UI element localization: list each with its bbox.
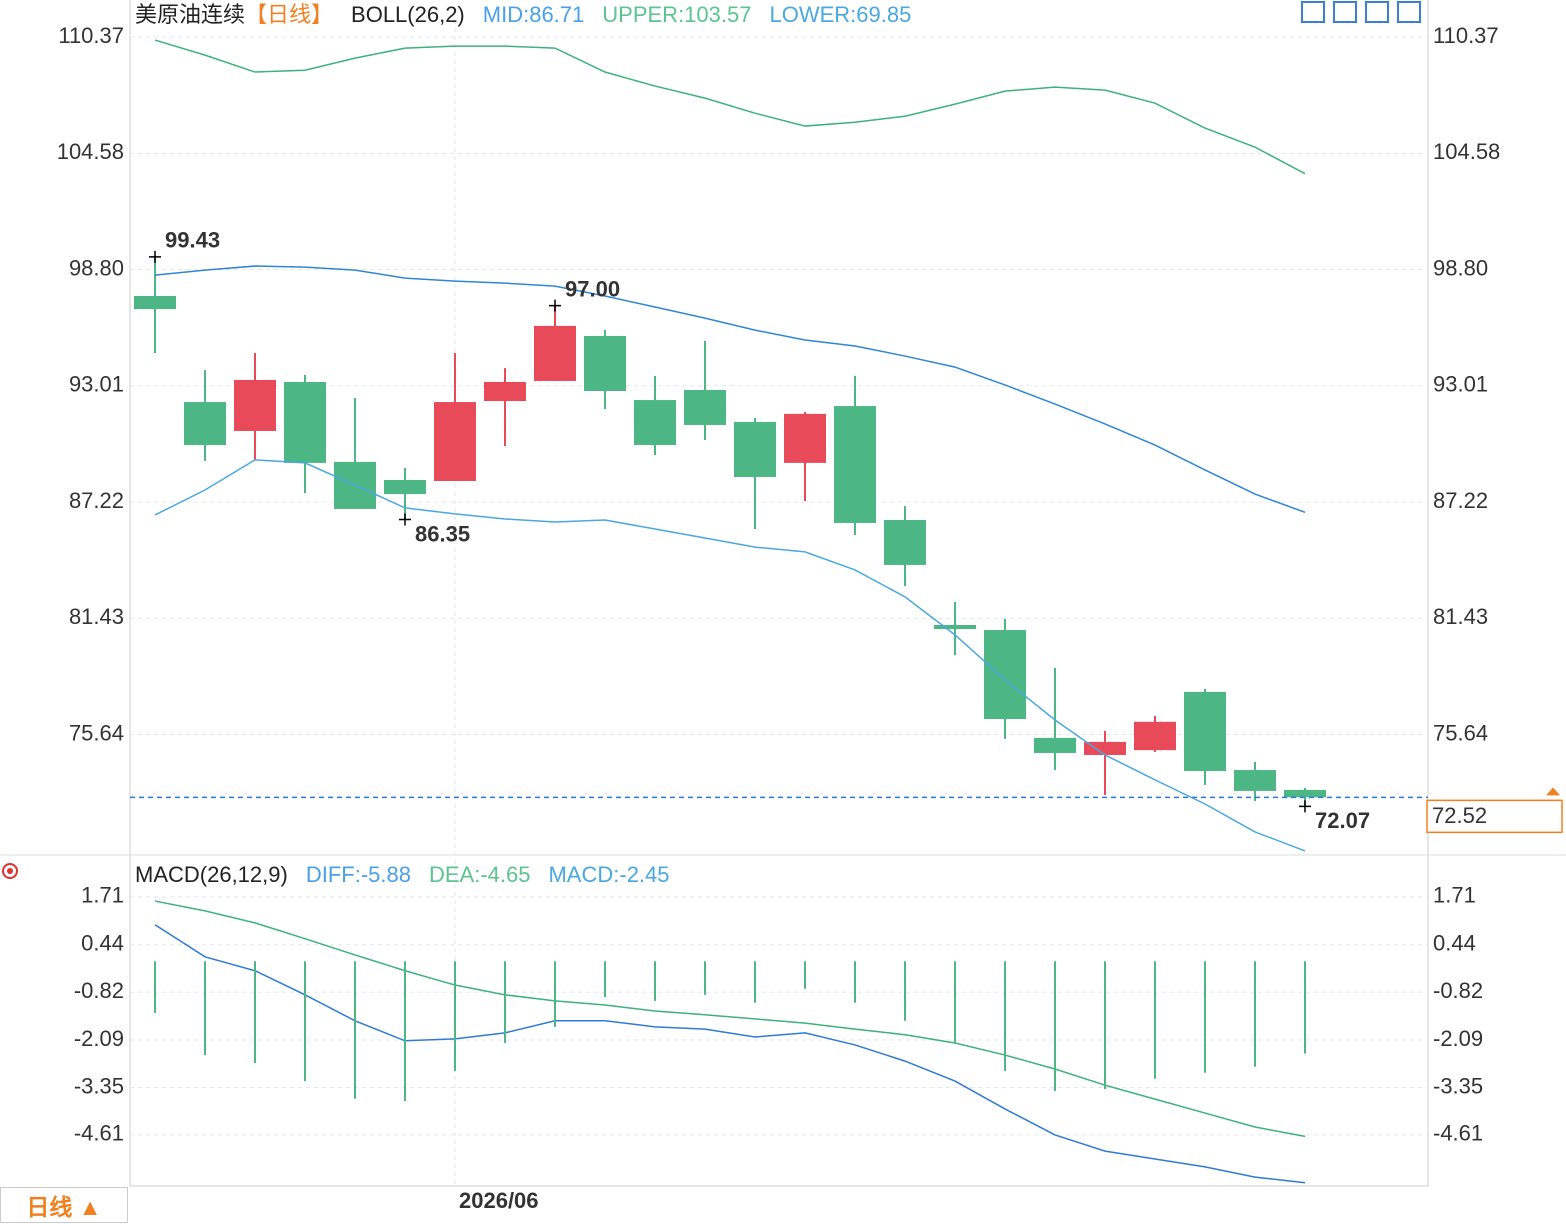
y-tick-label-right: 75.64 [1433,720,1488,745]
settings-icon-dot [7,868,13,874]
candle-body [584,335,626,391]
y-tick-label: 81.43 [69,604,124,629]
candle-body [434,402,476,481]
y-tick-label-right: -4.61 [1433,1121,1483,1146]
y-tick-label-right: 98.80 [1433,255,1488,280]
extreme-marker [149,250,161,263]
y-tick-label-right: 93.01 [1433,372,1488,397]
candle-body [234,379,276,431]
last-price-box [1426,799,1563,834]
toolbar-icons [1301,1,1421,23]
indicator: MACD(26,12,9) [135,862,288,887]
candle-body [734,421,776,477]
y-tick-label: 98.80 [69,255,124,280]
extreme-label: 99.43 [165,228,220,253]
y-tick-label-right: -3.35 [1433,1073,1483,1098]
extreme-label: 86.35 [415,521,470,546]
x-tick-label: 2026/06 [459,1188,539,1213]
period: 【日线】 [245,2,334,27]
y-tick-label: 0.44 [81,931,124,956]
legend-entry: LOWER:69.85 [769,2,912,27]
legend-entry: MID:86.71 [482,2,585,27]
candle-body [684,389,726,425]
y-tick-label: -4.61 [74,1121,124,1146]
candle-body [1134,721,1176,751]
legend: DIFF:-5.88 DEA:-4.65 MACD:-2.45 [306,861,670,889]
legend-entry: MACD:-2.45 [548,862,670,887]
indicator-line [154,459,1306,852]
extreme-marker [399,513,411,526]
icon[interactable] [1397,1,1421,23]
indicator-line [154,900,1306,1138]
candle-body [1084,741,1126,755]
extreme-label: 72.07 [1315,808,1370,833]
y-tick-label-right: 0.44 [1433,931,1476,956]
candle-body [1284,789,1326,798]
y-tick-label: 75.64 [69,720,124,745]
title: 美原油连续 [135,2,246,27]
y-tick-label: 93.01 [69,372,124,397]
legend-entry: DIFF:-5.88 [305,862,411,887]
y-tick-label-right: 104.58 [1433,139,1500,164]
legend: MID:86.71 UPPER:103.57 LOWER:69.85 [483,1,912,29]
y-tick-label: 110.37 [58,23,124,48]
candle-body [534,325,576,381]
candle-body [984,630,1026,720]
y-tick-label-right: -2.09 [1433,1026,1483,1051]
y-tick-label-right: 87.22 [1433,488,1488,513]
last-price-arrow [1546,787,1560,796]
icon[interactable] [1301,1,1325,23]
indicator: BOLL(26,2) [351,2,465,27]
candle-body [284,381,326,463]
extreme-marker [1299,800,1311,813]
y-tick-label-right: 110.37 [1433,23,1499,48]
indicator-line [154,39,1306,175]
icon[interactable] [1365,1,1389,23]
candle-body [484,381,526,402]
indicator-line [154,924,1306,1184]
candle-body [184,402,226,446]
candle-body [634,400,676,446]
y-tick-label: 1.71 [81,883,124,908]
candle-body [134,295,176,310]
candle-body [1184,691,1226,772]
candle-body [1034,737,1076,753]
extreme-label: 97.00 [565,276,620,301]
y-tick-label: -3.35 [74,1073,124,1098]
candle-body [834,406,876,523]
last-price-label: 72.52 [1432,803,1487,828]
candle-body [934,625,976,630]
indicator-line [154,265,1306,514]
y-tick-label: -2.09 [74,1026,124,1051]
candle-body [884,519,926,565]
icon[interactable] [1333,1,1357,23]
y-tick-label: -0.82 [74,978,124,1003]
candle-body [1234,770,1276,791]
y-tick-label: 104.58 [57,139,124,164]
boll-header: 美原油连续 【日线】 BOLL(26,2) MID:86.71 UPPER:103… [135,1,911,29]
period-button[interactable]: 日线 ▲ [0,1187,128,1223]
y-tick-label-right: -0.82 [1433,978,1483,1003]
settings-icon[interactable] [2,863,18,879]
legend-entry: UPPER:103.57 [602,2,752,27]
macd-header: MACD(26,12,9) DIFF:-5.88 DEA:-4.65 MACD:-2… [135,861,670,889]
candle-body [384,479,426,495]
extreme-marker [549,299,561,312]
y-tick-label-right: 81.43 [1433,604,1488,629]
legend-entry: DEA:-4.65 [428,862,531,887]
candle-body [784,413,826,463]
y-tick-label-right: 1.71 [1433,883,1476,908]
y-tick-label: 87.22 [69,488,124,513]
